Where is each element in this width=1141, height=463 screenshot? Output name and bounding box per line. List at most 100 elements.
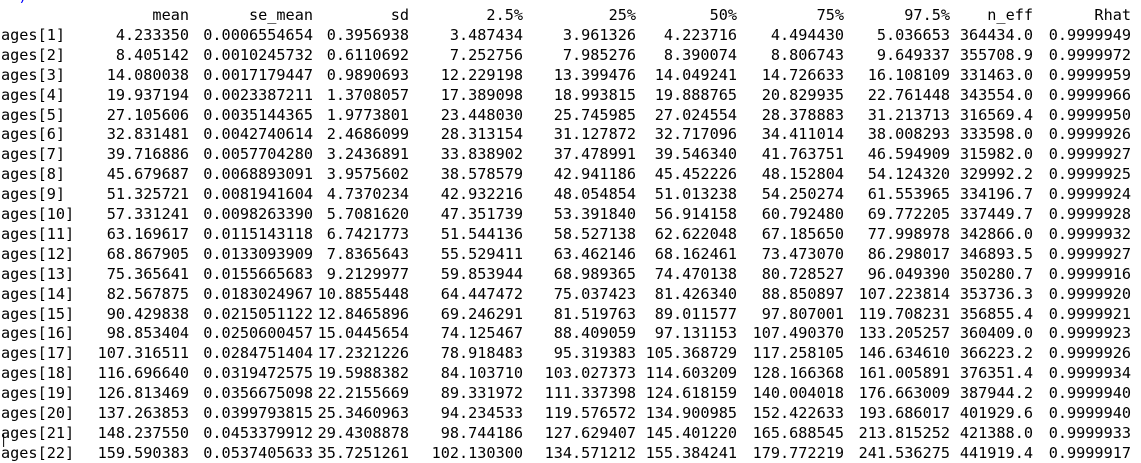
row-name: ages[5] — [1, 105, 66, 124]
table-cell: 25.3460963 — [317, 404, 409, 422]
table-cell: 14.080038 — [106, 65, 189, 84]
table-cell: 75.365641 — [106, 264, 189, 283]
table-row: ages[4] 19.937194 0.0023387211 1.3708057 17.… — [0, 85, 1141, 105]
table-cell: 48.054854 — [553, 185, 636, 204]
table-cell: 88.850897 — [761, 284, 844, 303]
table-cell: 7.252756 — [449, 45, 523, 64]
table-cell: 0.0133093909 — [203, 244, 313, 263]
table-cell: 145.401220 — [645, 423, 737, 442]
table-cell: 0.0183024967 — [203, 284, 313, 303]
table-cell: 42.941186 — [553, 165, 636, 184]
table-cell: 364434.0 — [959, 25, 1033, 44]
column-header: 97.5% — [904, 6, 950, 24]
table-cell: 31.127872 — [553, 125, 636, 144]
table-row: ages[17] 107.316511 0.0284751404 17.2321226… — [0, 343, 1141, 363]
table-cell: 27.105606 — [106, 105, 189, 124]
table-cell: 137.263853 — [97, 404, 189, 422]
table-cell: 0.0399793815 — [203, 404, 313, 422]
column-header: 25% — [608, 6, 636, 24]
previous-command-echo: ) " " — [0, 0, 1141, 7]
table-cell: 31.213713 — [867, 105, 950, 124]
table-cell: 68.162461 — [654, 244, 737, 263]
row-name: ages[13] — [1, 264, 75, 283]
row-name: ages[9] — [1, 185, 66, 204]
column-header: mean — [152, 6, 189, 24]
table-cell: 6.7421773 — [326, 224, 409, 243]
table-cell: 0.9999959 — [1048, 65, 1131, 84]
table-cell: 3.2436891 — [326, 145, 409, 164]
table-row: ages[15] 90.429838 0.0215051122 12.8465896 6… — [0, 304, 1141, 324]
table-cell: 0.9999927 — [1048, 244, 1131, 263]
table-cell: 343554.0 — [959, 85, 1033, 104]
table-cell: 0.0010245732 — [203, 45, 313, 64]
column-header: n_eff — [987, 6, 1033, 24]
table-row: ages[6] 32.831481 0.0042740614 2.4686099 28.… — [0, 124, 1141, 144]
row-name: ages[10] — [1, 205, 75, 223]
table-cell: 9.2129977 — [326, 264, 409, 283]
table-cell: 69.246291 — [440, 304, 523, 323]
table-cell: 9.649337 — [876, 45, 950, 64]
table-cell: 161.005891 — [858, 364, 950, 383]
table-cell: 401929.6 — [959, 404, 1033, 422]
table-cell: 155.384241 — [645, 443, 737, 462]
table-cell: 116.696640 — [97, 364, 189, 383]
table-cell: 342866.0 — [959, 224, 1033, 243]
table-cell: 356855.4 — [959, 304, 1033, 323]
table-row: ages[16] 98.853404 0.0250600457 15.0445654 7… — [0, 323, 1141, 343]
table-cell: 0.9999920 — [1048, 284, 1131, 303]
table-cell: 4.233350 — [115, 25, 189, 44]
table-cell: 0.9999966 — [1048, 85, 1131, 104]
table-cell: 7.8365643 — [326, 244, 409, 263]
column-header: 75% — [816, 6, 844, 24]
table-cell: 0.9890693 — [326, 65, 409, 84]
table-cell: 0.0068893091 — [203, 165, 313, 184]
table-cell: 2.4686099 — [326, 125, 409, 144]
table-cell: 97.807001 — [761, 304, 844, 323]
table-cell: 81.519763 — [553, 304, 636, 323]
table-cell: 119.708231 — [858, 304, 950, 323]
table-cell: 0.0042740614 — [203, 125, 313, 144]
table-cell: 98.853404 — [106, 324, 189, 343]
row-name: ages[1] — [1, 25, 66, 44]
table-cell: 51.325721 — [106, 185, 189, 204]
table-cell: 355708.9 — [959, 45, 1033, 64]
table-cell: 5.036653 — [876, 25, 950, 44]
table-cell: 0.9999927 — [1048, 145, 1131, 164]
table-cell: 0.9999916 — [1048, 264, 1131, 283]
table-cell: 4.7370234 — [326, 185, 409, 204]
table-cell: 17.2321226 — [317, 344, 409, 363]
column-header: Rhat — [1094, 6, 1131, 24]
table-cell: 0.9999934 — [1048, 364, 1131, 383]
table-cell: 119.576572 — [544, 404, 636, 422]
table-cell: 14.726633 — [761, 65, 844, 84]
table-cell: 39.546340 — [654, 145, 737, 164]
table-cell: 69.772205 — [867, 205, 950, 223]
row-name: ages[16] — [1, 324, 75, 343]
table-cell: 114.603209 — [645, 364, 737, 383]
table-cell: 32.717096 — [654, 125, 737, 144]
table-cell: 0.0319472575 — [203, 364, 313, 383]
table-row: ages[12] 68.867905 0.0133093909 7.8365643 55… — [0, 244, 1141, 264]
table-cell: 8.390074 — [663, 45, 737, 64]
table-cell: 19.888765 — [654, 85, 737, 104]
table-row: ages[1] 4.233350 0.0006554654 0.3956938 3.48… — [0, 25, 1141, 45]
table-cell: 5.7081620 — [326, 205, 409, 223]
table-row: ages[18] 116.696640 0.0319472575 19.5988382… — [0, 363, 1141, 383]
table-cell: 22.761448 — [867, 85, 950, 104]
table-cell: 421388.0 — [959, 423, 1033, 442]
table-cell: 124.618159 — [645, 384, 737, 403]
table-row: ages[8] 45.679687 0.0068893091 3.9575602 38.… — [0, 164, 1141, 184]
table-cell: 63.462146 — [553, 244, 636, 263]
console-cursor[interactable]: | — [0, 433, 8, 447]
table-row: ages[7] 39.716886 0.0057704280 3.2436891 33.… — [0, 144, 1141, 164]
table-cell: 63.169617 — [106, 224, 189, 243]
row-name: ages[20] — [1, 404, 75, 422]
table-cell: 165.688545 — [752, 423, 844, 442]
table-cell: 0.0356675098 — [203, 384, 313, 403]
table-cell: 346893.5 — [959, 244, 1033, 263]
row-name: ages[21] — [1, 423, 75, 442]
table-row: ages[13] 75.365641 0.0155665683 9.2129977 59… — [0, 264, 1141, 284]
table-cell: 58.527138 — [553, 224, 636, 243]
table-cell: 329992.2 — [959, 165, 1033, 184]
